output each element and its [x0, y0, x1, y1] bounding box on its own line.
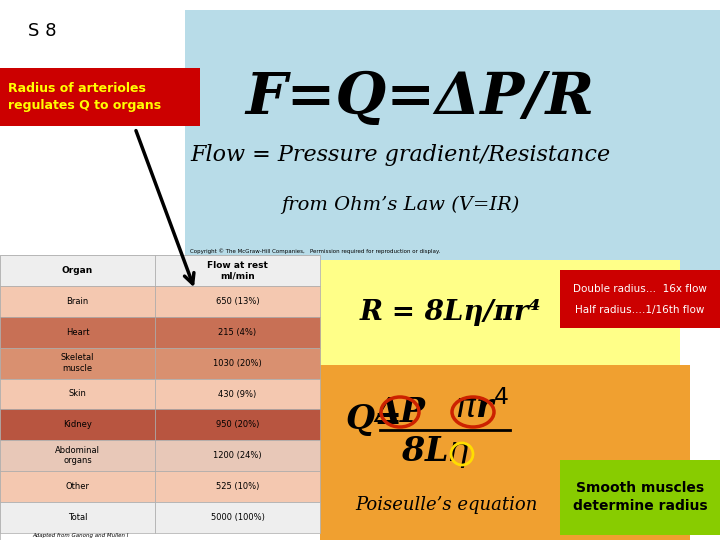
- Bar: [320, 365, 690, 540]
- Text: 1030 (20%): 1030 (20%): [213, 359, 262, 368]
- Text: Skeletal
muscle: Skeletal muscle: [60, 353, 94, 373]
- Text: Flow = Pressure gradient/Resistance: Flow = Pressure gradient/Resistance: [190, 144, 610, 166]
- Text: 1200 (24%): 1200 (24%): [213, 451, 262, 460]
- Text: ΔP: ΔP: [374, 395, 426, 429]
- Bar: [155, 440, 320, 471]
- Bar: [155, 379, 320, 409]
- Bar: [155, 317, 320, 348]
- Text: $\pi$r$^4$: $\pi$r$^4$: [455, 390, 508, 426]
- Text: R = 8Lη/πr⁴: R = 8Lη/πr⁴: [359, 300, 541, 327]
- Text: Poiseulle’s equation: Poiseulle’s equation: [355, 496, 537, 514]
- Bar: [185, 10, 720, 280]
- Text: Flow at rest
ml/min: Flow at rest ml/min: [207, 261, 268, 280]
- Text: S 8: S 8: [28, 22, 56, 40]
- Bar: [560, 270, 720, 328]
- Text: Heart: Heart: [66, 328, 89, 337]
- Text: 8L$\eta$: 8L$\eta$: [400, 434, 469, 470]
- Text: Radius of arterioles
regulates Q to organs: Radius of arterioles regulates Q to orga…: [8, 82, 161, 112]
- Text: 650 (13%): 650 (13%): [216, 297, 259, 306]
- Bar: [560, 460, 720, 535]
- Bar: [0, 317, 155, 348]
- Text: Total: Total: [68, 513, 87, 522]
- Text: Kidney: Kidney: [63, 420, 92, 429]
- Bar: [0, 379, 155, 409]
- Bar: [155, 409, 320, 440]
- Bar: [320, 260, 680, 365]
- Bar: [0, 348, 155, 379]
- Text: F=Q=ΔP/R: F=Q=ΔP/R: [246, 70, 595, 126]
- Bar: [0, 68, 200, 126]
- Bar: [0, 409, 155, 440]
- Bar: [0, 471, 155, 502]
- Text: Brain: Brain: [66, 297, 89, 306]
- Bar: [155, 502, 320, 533]
- Text: Half radius….1/16th flow: Half radius….1/16th flow: [575, 305, 705, 315]
- Bar: [0, 440, 155, 471]
- Text: Double radius…  16x flow: Double radius… 16x flow: [573, 284, 707, 294]
- Text: Q=: Q=: [345, 403, 402, 436]
- Bar: [0, 502, 155, 533]
- Text: 430 (9%): 430 (9%): [218, 389, 256, 399]
- Text: from Ohm’s Law (V=IR): from Ohm’s Law (V=IR): [281, 196, 519, 214]
- Text: Skin: Skin: [68, 389, 86, 399]
- Text: Smooth muscles
determine radius: Smooth muscles determine radius: [572, 481, 707, 512]
- Text: Copyright © The McGraw-Hill Companies,   Permission required for reproduction or: Copyright © The McGraw-Hill Companies, P…: [190, 248, 440, 254]
- Text: Abdominal
organs: Abdominal organs: [55, 446, 100, 465]
- Text: 5000 (100%): 5000 (100%): [210, 513, 264, 522]
- Text: Adapted from Ganong and Mullen I: Adapted from Ganong and Mullen I: [32, 533, 128, 538]
- Bar: [155, 348, 320, 379]
- Text: Other: Other: [66, 482, 89, 491]
- Text: Organ: Organ: [62, 266, 93, 275]
- Text: 525 (10%): 525 (10%): [216, 482, 259, 491]
- Bar: [0, 286, 155, 317]
- Bar: [155, 471, 320, 502]
- Bar: [0, 255, 320, 540]
- Bar: [155, 286, 320, 317]
- Bar: [155, 255, 320, 286]
- Text: 215 (4%): 215 (4%): [218, 328, 256, 337]
- Bar: [0, 255, 155, 286]
- Text: 950 (20%): 950 (20%): [216, 420, 259, 429]
